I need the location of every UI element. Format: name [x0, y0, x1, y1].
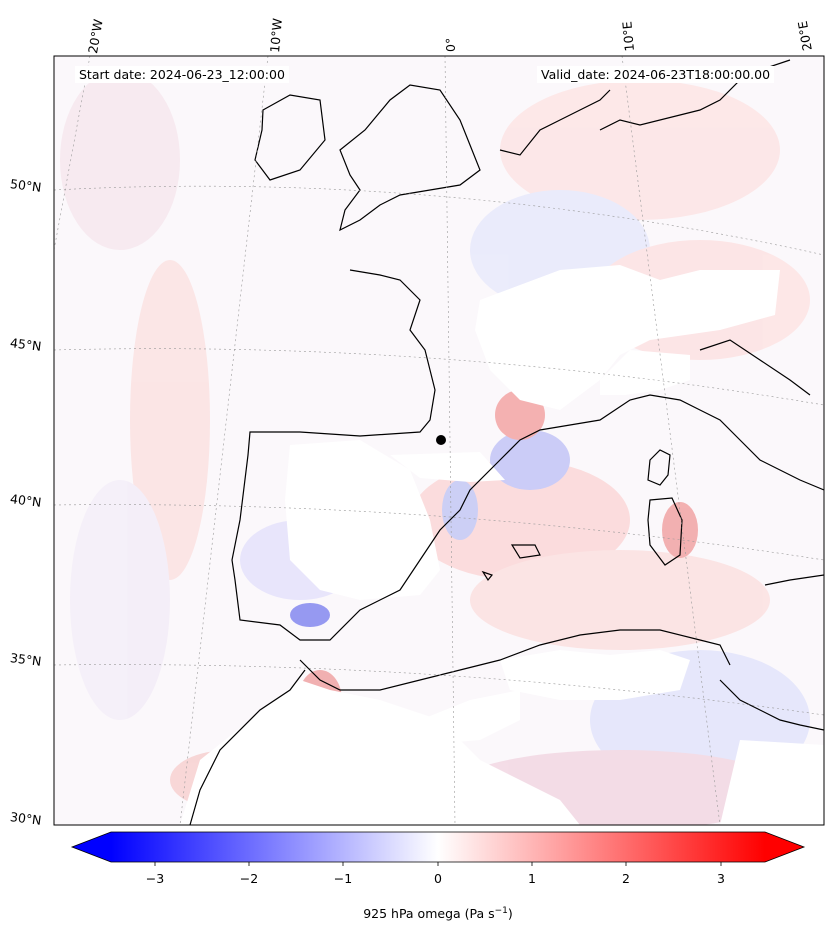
- cbar-tick-label: −1: [333, 871, 353, 886]
- masked-areas: [180, 265, 824, 825]
- lon-label-10e: 10°E: [619, 20, 637, 52]
- colorbar-title-exp: −1: [494, 906, 508, 916]
- cbar-tick-label: 0: [434, 871, 442, 886]
- map-frame: [53, 55, 825, 826]
- cbar-tick-label: 3: [717, 871, 725, 886]
- gridlines: [54, 56, 824, 825]
- coastlines: [189, 59, 824, 825]
- location-marker: [436, 435, 446, 445]
- map-panel: [54, 56, 824, 825]
- cbar-tick-label: −2: [239, 871, 259, 886]
- colorbar: [70, 831, 806, 866]
- colorbar-title-main: 925 hPa omega (Pa s: [363, 906, 495, 922]
- start-date-label: Start date: 2024-06-23_12:00:00: [75, 66, 289, 83]
- cbar-tick-label: 2: [622, 871, 630, 886]
- colorbar-ticks: [154, 862, 722, 866]
- colorbar-title-close: ): [507, 906, 513, 922]
- colorbar-extend-high: [765, 832, 804, 862]
- cbar-tick-label: 1: [528, 871, 536, 886]
- colorbar-title: 925 hPa omega (Pa s−1): [0, 906, 832, 921]
- lon-label-0: 0°: [443, 37, 458, 52]
- lon-label-10w: 10°W: [267, 17, 285, 54]
- cbar-tick-label: −3: [145, 871, 165, 886]
- colorbar-gradient: [111, 832, 765, 862]
- valid-date-label: Valid_date: 2024-06-23T18:00:00.00: [537, 66, 775, 83]
- colorbar-extend-low: [72, 832, 111, 862]
